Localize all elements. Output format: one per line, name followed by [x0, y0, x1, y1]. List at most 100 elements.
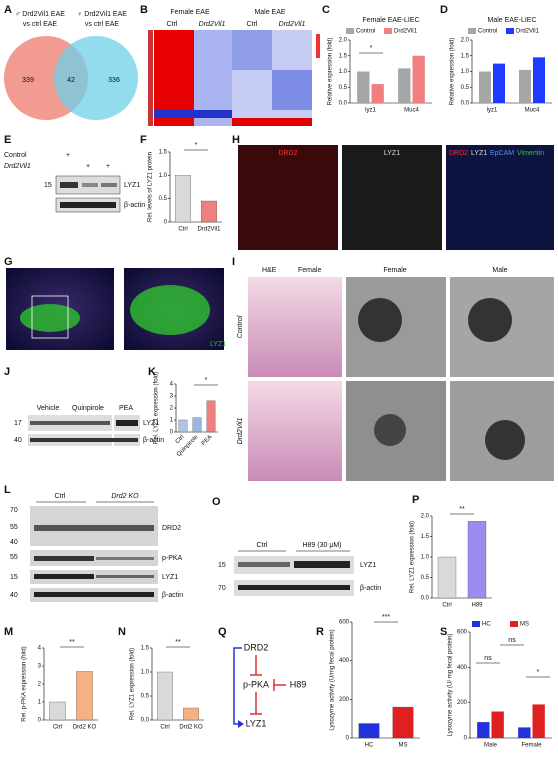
y-tick-label: 400 [457, 665, 468, 671]
panel-letter: H [232, 134, 240, 146]
band-label: LYZ1 [360, 562, 376, 569]
arrowhead [238, 720, 244, 728]
x-tick-label: Male [484, 743, 498, 749]
y-tick-label: 1.5 [421, 534, 430, 540]
y-axis-label: Rel. levels of LYZ1 protein [148, 152, 154, 222]
diagram-q: DRD2 p-PKA H89 LYZ1 [233, 642, 307, 728]
blot-row: Drd2Vil1 [4, 163, 31, 170]
blot-band [101, 183, 117, 187]
y-tick-label: 600 [457, 630, 468, 636]
panel-letter: B [140, 4, 148, 16]
y-axis-label: Relative expression (fold) [450, 38, 456, 106]
bar [192, 417, 202, 433]
image-h: DRD2 LYZ1 DRD2 LYZ1 EpCAM Vimentin [238, 145, 554, 250]
x-tick-label: MS [399, 743, 408, 749]
y-axis-label: Lysozyme activity (U/mg fecal protein) [330, 629, 336, 730]
group-label: Ctrl [55, 493, 66, 500]
band-label: β-actin [124, 202, 145, 209]
significance: ** [175, 639, 181, 646]
venn-label: ♂ Drd2Vil1 EAE [15, 11, 65, 18]
channel-label: LYZ1 [384, 150, 400, 157]
channel-label: LYZ1 [471, 150, 487, 157]
y-tick-label: 1.5 [461, 53, 470, 59]
y-tick-label: 0 [164, 220, 168, 226]
significance: ns [508, 637, 516, 644]
legend-swatch [468, 28, 476, 34]
y-tick-label: 0 [464, 736, 468, 742]
lane-label: PEA [119, 405, 133, 412]
band-label: β-actin [360, 585, 381, 592]
bar [157, 671, 173, 721]
bar [491, 711, 504, 738]
group-label: Drd2 KO [111, 493, 139, 500]
mw-marker: 15 [10, 574, 18, 581]
channel-label: DRD2 [449, 150, 468, 157]
color-key [316, 34, 320, 58]
heatmap-column: Ctrl [247, 21, 258, 28]
column-label: Female [383, 267, 406, 274]
panel-letter: O [212, 496, 221, 508]
significance: ns [484, 655, 492, 662]
x-tick-label: Ctrl [178, 227, 187, 233]
y-tick-label: 1.0 [421, 555, 430, 561]
legend-swatch [472, 621, 480, 627]
y-tick-label: 4 [38, 646, 42, 652]
bar [467, 521, 487, 599]
heatmap-block [272, 70, 312, 110]
legend-swatch [384, 28, 392, 34]
panel-letter: L [4, 484, 11, 496]
legend-swatch [506, 28, 514, 34]
heatmap-column: Ctrl [167, 21, 178, 28]
bar [518, 727, 531, 738]
panel-letter: M [4, 626, 13, 638]
y-tick-label: 1.5 [339, 53, 348, 59]
panel-letter: I [232, 256, 235, 268]
chart-title: Female EAE-LIEC [362, 17, 419, 24]
band-label: LYZ1 [124, 182, 140, 189]
band-label: DRD2 [162, 525, 181, 532]
y-tick-label: 2.0 [421, 514, 430, 520]
stain-label: H&E [262, 267, 277, 274]
stain [20, 304, 80, 332]
significance: * [370, 45, 373, 52]
bar [178, 419, 188, 433]
y-tick-label: 1.5 [159, 150, 168, 156]
y-tick-label: 600 [339, 620, 350, 626]
y-tick-label: 1 [38, 700, 42, 706]
stain [130, 285, 210, 335]
venn-circle [54, 36, 138, 120]
y-tick-label: 0.5 [421, 575, 430, 581]
panel-letter: F [140, 134, 147, 146]
y-tick-label: 0 [170, 430, 174, 436]
heatmap-group: Female EAE [170, 9, 210, 16]
node: H89 [290, 679, 307, 689]
micrograph [342, 145, 442, 250]
bar [532, 704, 545, 738]
mw-marker: 17 [14, 420, 22, 427]
x-tick-label: lyz1 [365, 108, 376, 114]
blot-band [82, 183, 98, 187]
chart-title: Male EAE-LIEC [487, 17, 536, 24]
node: p-PKA [243, 679, 269, 689]
band-label: p-PKA [162, 555, 183, 562]
panel-letter: N [118, 626, 126, 638]
granule-cluster [358, 298, 402, 342]
blot-j: Vehicle Quinpirole PEA 17 40 LYZ1 β-acti… [14, 405, 164, 446]
panel-letter: C [322, 4, 330, 16]
venn: ♂ Drd2Vil1 EAE vs ctrl EAE ♀ Drd2Vil1 EA… [4, 11, 138, 120]
legend-label: Control [356, 29, 375, 35]
bar [398, 68, 411, 103]
bar [371, 84, 384, 103]
blot-band [60, 182, 78, 188]
bar [477, 722, 490, 738]
blot-band [34, 525, 154, 531]
x-tick-label: HC [365, 743, 374, 749]
panel-letter: D [440, 4, 448, 16]
y-tick-label: 0.0 [339, 101, 348, 107]
panel-letter: K [148, 366, 156, 378]
x-tick-label: Muc4 [525, 108, 540, 114]
column-label: Female [298, 267, 321, 274]
y-tick-label: 0.5 [339, 85, 348, 91]
lane-label: Vehicle [37, 405, 60, 412]
y-tick-label: 0.5 [159, 196, 168, 202]
